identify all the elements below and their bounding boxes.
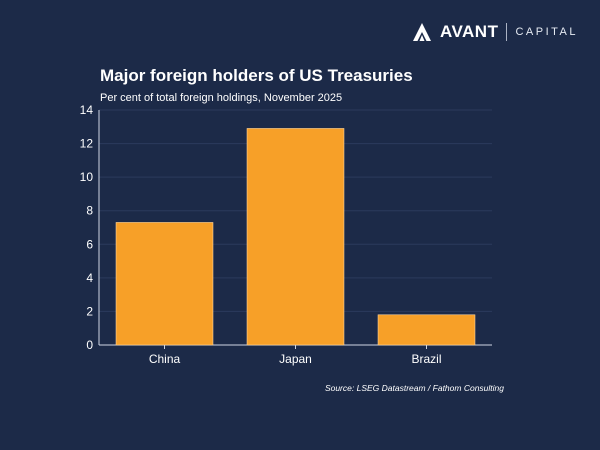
x-tick-label: Japan	[279, 352, 312, 366]
bar-china	[115, 222, 214, 346]
brand-divider	[506, 23, 508, 41]
y-tick-label: 14	[80, 103, 94, 117]
bar-japan	[246, 128, 345, 346]
y-tick-label: 6	[86, 237, 93, 251]
x-tick-label: Brazil	[411, 352, 441, 366]
chart-title: Major foreign holders of US Treasuries	[100, 66, 413, 85]
brand-subtitle: CAPITAL	[515, 26, 578, 38]
bar-brazil	[377, 314, 476, 346]
y-tick-label: 10	[80, 170, 94, 184]
mountain-logo-icon	[412, 23, 431, 41]
y-tick-label: 12	[80, 137, 94, 151]
y-tick-label: 0	[86, 338, 93, 352]
y-tick-label: 2	[86, 304, 93, 318]
y-tick-label: 8	[86, 204, 93, 218]
brand-name: AVANT	[439, 22, 499, 41]
brand-logo: AVANT CAPITAL	[412, 22, 578, 42]
source-note: Source: LSEG Datastream / Fathom Consult…	[324, 383, 504, 393]
y-tick-label: 4	[86, 271, 93, 285]
chart-subtitle: Per cent of total foreign holdings, Nove…	[100, 92, 343, 104]
x-tick-label: China	[149, 352, 181, 366]
